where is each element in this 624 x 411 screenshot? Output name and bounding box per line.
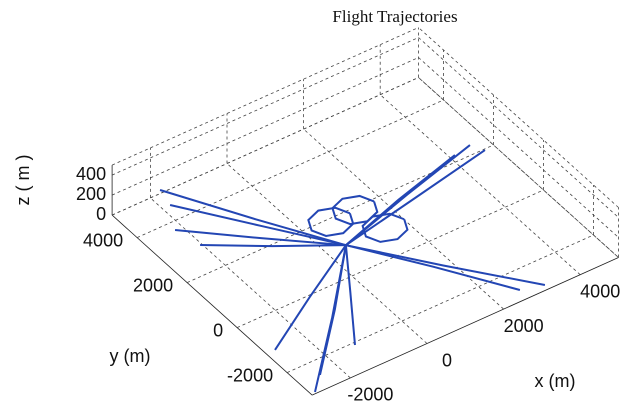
trajectory bbox=[345, 244, 546, 286]
z-tick-label: 0 bbox=[96, 204, 106, 224]
trajectory bbox=[345, 149, 486, 247]
y-axis-line bbox=[111, 214, 313, 396]
trajectory bbox=[307, 206, 355, 237]
grid-line bbox=[418, 37, 619, 218]
grid-line bbox=[136, 99, 444, 238]
box-edge bbox=[111, 27, 419, 166]
grid-line bbox=[150, 197, 351, 379]
box-edge bbox=[418, 27, 619, 208]
y-axis-label: y (m) bbox=[110, 346, 151, 366]
x-axis-line bbox=[311, 257, 619, 396]
y-tick-label: 0 bbox=[213, 320, 223, 340]
grid-line bbox=[418, 77, 619, 258]
grid-line bbox=[418, 57, 619, 238]
z-axis-label: z ( m ) bbox=[13, 155, 33, 206]
trajectory bbox=[274, 244, 347, 351]
y-tick-label: 4000 bbox=[83, 230, 123, 250]
y-tick-label: 2000 bbox=[133, 275, 173, 295]
grid-line bbox=[379, 94, 581, 275]
grid-line bbox=[286, 234, 594, 373]
trajectory bbox=[344, 245, 356, 346]
trajectory bbox=[331, 194, 379, 226]
x-tick-label: 2000 bbox=[504, 316, 544, 336]
trajectory bbox=[159, 189, 347, 247]
grid-line bbox=[226, 163, 428, 344]
grid-line bbox=[186, 144, 494, 283]
grid-line bbox=[236, 189, 544, 328]
x-tick-label: 0 bbox=[442, 350, 452, 370]
z-tick-label: 200 bbox=[76, 184, 106, 204]
trajectory bbox=[345, 244, 521, 291]
x-tick-label: 4000 bbox=[580, 281, 620, 301]
y-tick-label: -2000 bbox=[227, 365, 273, 385]
chart-title: Flight Trajectories bbox=[332, 7, 457, 26]
trajectory bbox=[169, 204, 347, 247]
grid-line bbox=[111, 77, 419, 216]
x-tick-label: -2000 bbox=[347, 385, 393, 405]
grid-line bbox=[111, 37, 419, 176]
grid-line bbox=[111, 57, 419, 196]
trajectory bbox=[314, 244, 347, 393]
trajectory bbox=[174, 229, 346, 247]
trajectory bbox=[361, 212, 409, 243]
z-tick-label: 400 bbox=[76, 164, 106, 184]
trajectory bbox=[200, 243, 346, 248]
x-axis-label: x (m) bbox=[535, 371, 576, 391]
